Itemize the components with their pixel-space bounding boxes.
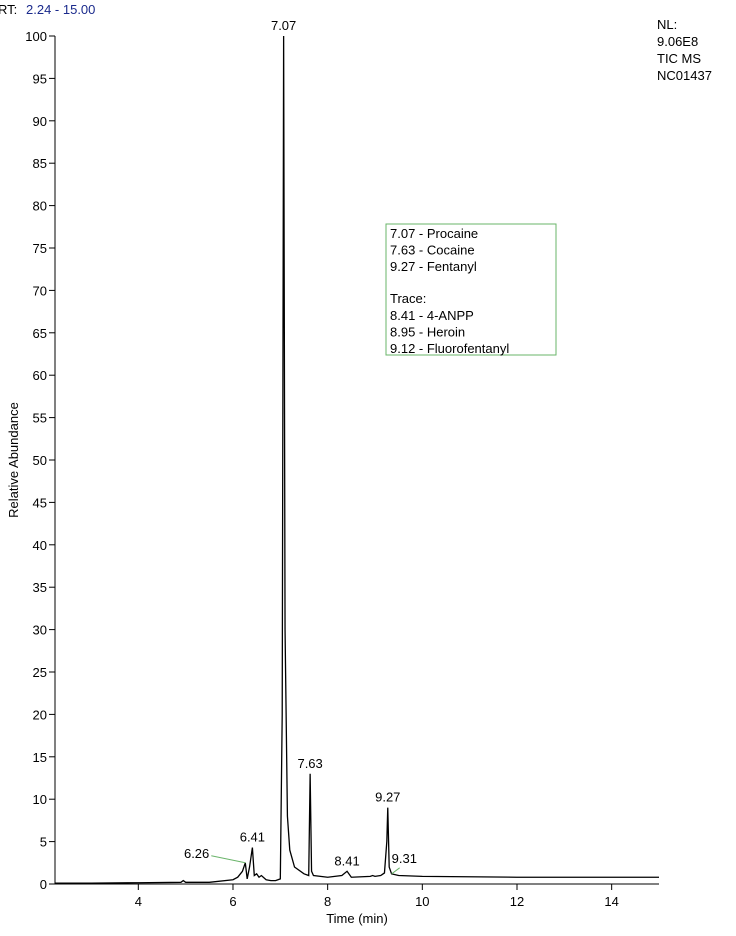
y-tick-label: 75 [33,241,47,256]
y-tick-label: 80 [33,199,47,214]
peak-label: 7.63 [297,756,322,771]
peak-label: 8.41 [334,853,359,868]
rt-range: 2.24 - 15.00 [26,2,95,17]
y-tick-label: 100 [25,29,47,44]
y-tick-label: 5 [40,835,47,850]
legend-entry: 7.07 - Procaine [390,226,478,241]
trace-line [55,35,659,884]
leader-line [211,855,246,864]
x-tick-label: 4 [135,894,142,909]
legend-entry: 7.63 - Cocaine [390,243,475,258]
info-line: NL: [657,17,677,32]
legend-entry: 9.12 - Fluorofentanyl [390,341,509,356]
legend-entry: 8.41 - 4-ANPP [390,308,474,323]
y-tick-label: 25 [33,665,47,680]
rt-prefix: RT: [0,2,17,17]
x-tick-label: 6 [229,894,236,909]
peak-label: 6.26 [184,846,209,861]
legend-entry: 9.27 - Fentanyl [390,259,477,274]
info-line: NC01437 [657,68,712,83]
y-tick-label: 90 [33,114,47,129]
y-tick-label: 65 [33,326,47,341]
x-tick-label: 12 [510,894,524,909]
info-line: TIC MS [657,51,701,66]
y-tick-label: 85 [33,156,47,171]
x-tick-label: 14 [604,894,618,909]
peak-label: 9.27 [375,790,400,805]
y-tick-label: 60 [33,368,47,383]
y-tick-label: 15 [33,750,47,765]
peak-label: 9.31 [392,851,417,866]
y-tick-label: 30 [33,623,47,638]
y-axis-label: Relative Abundance [6,402,21,518]
y-tick-label: 35 [33,580,47,595]
x-tick-label: 8 [324,894,331,909]
y-tick-label: 95 [33,71,47,86]
legend-entry: 8.95 - Heroin [390,325,465,340]
leader-line [391,867,400,875]
y-tick-label: 45 [33,495,47,510]
y-tick-label: 55 [33,411,47,426]
info-line: 9.06E8 [657,34,698,49]
x-tick-label: 10 [415,894,429,909]
y-tick-label: 50 [33,453,47,468]
y-tick-label: 40 [33,538,47,553]
x-axis-label: Time (min) [326,911,388,926]
y-tick-label: 70 [33,283,47,298]
y-tick-label: 20 [33,707,47,722]
y-tick-label: 10 [33,792,47,807]
peak-label: 7.07 [271,18,296,33]
legend-heading: Trace: [390,291,426,306]
legend-box [385,223,557,356]
y-tick-label: 0 [40,877,47,892]
peak-label: 6.41 [240,830,265,845]
